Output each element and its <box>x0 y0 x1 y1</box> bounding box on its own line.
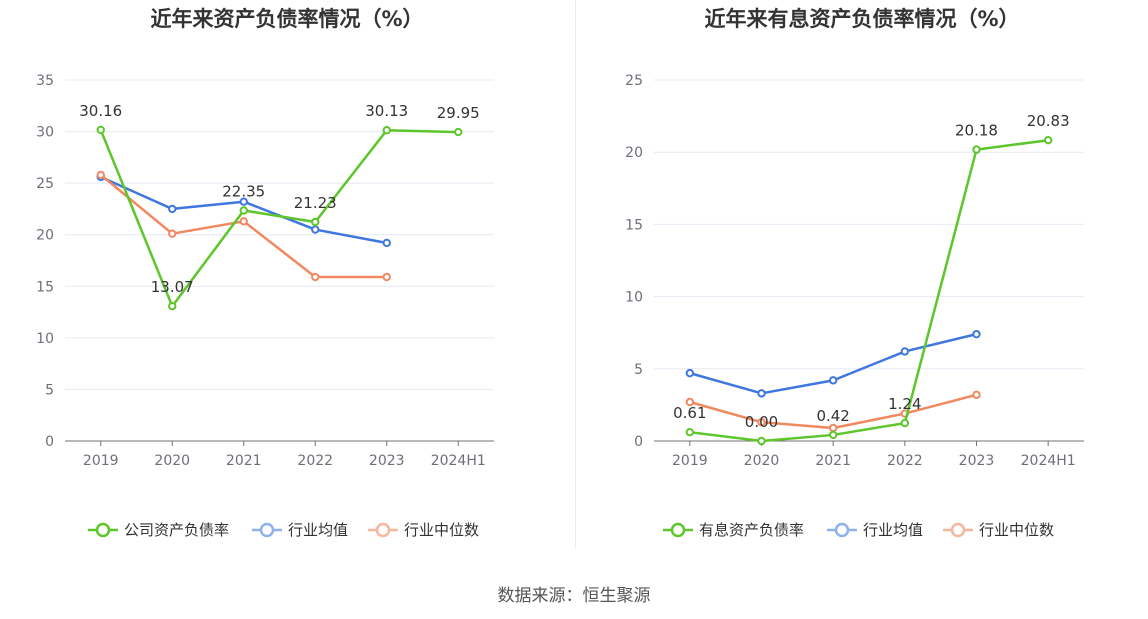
y-tick-label: 35 <box>36 73 54 89</box>
y-tick-label: 10 <box>36 331 54 347</box>
x-tick-label: 2024H1 <box>1021 453 1076 469</box>
x-tick-label: 2024H1 <box>431 453 486 469</box>
y-tick-label: 20 <box>36 228 54 244</box>
x-tick-label: 2021 <box>226 453 262 469</box>
data-point <box>828 376 838 385</box>
legend-marker-icon <box>375 522 391 538</box>
y-tick-label: 5 <box>45 382 54 398</box>
legend-marker-icon <box>834 522 850 538</box>
series-line <box>99 128 459 308</box>
x-tick-label: 2020 <box>154 453 190 469</box>
data-point <box>239 197 248 206</box>
x-tick-label: 2019 <box>83 453 119 469</box>
data-label: 30.13 <box>365 102 408 120</box>
data-point <box>757 389 766 398</box>
legend-marker-icon <box>95 522 111 538</box>
data-point <box>828 430 838 440</box>
data-point <box>828 423 838 433</box>
x-tick-label: 2022 <box>297 453 333 469</box>
legend-marker-icon <box>950 522 966 538</box>
series-line <box>689 138 1049 443</box>
data-label: 20.83 <box>1027 112 1070 130</box>
y-tick-label: 10 <box>625 290 643 306</box>
data-point <box>168 204 177 214</box>
data-label: 29.95 <box>437 104 480 122</box>
asset-liability-chart: 近年来资产负债率情况（%） 0 5 10 15 20 25 30 35 2019 2020 2021 2… <box>0 0 574 560</box>
x-tick-label: 2022 <box>887 453 923 469</box>
data-point <box>96 170 105 180</box>
legend-label: 行业均值 <box>288 521 348 539</box>
data-point <box>454 127 463 137</box>
y-tick-label: 0 <box>634 434 643 450</box>
legend-label: 行业中位数 <box>404 521 479 539</box>
x-tick-label: 2021 <box>815 453 851 469</box>
y-tick-label: 25 <box>36 176 54 192</box>
data-point <box>685 427 695 437</box>
data-point <box>685 397 695 407</box>
data-point <box>757 418 766 427</box>
data-label: 30.16 <box>79 102 122 120</box>
data-point <box>168 229 177 238</box>
legend-item[interactable]: 公司资产负债率 <box>88 521 229 539</box>
legend-item[interactable]: 有息资产负债率 <box>663 521 804 539</box>
data-label: 0.42 <box>816 407 849 425</box>
legend-label: 公司资产负债率 <box>124 521 229 539</box>
chart-title: 近年来资产负债率情况（%） <box>150 7 423 31</box>
interest-bearing-liability-chart: 近年来有息资产负债率情况（%） 0 5 10 15 20 25 2019 2020 2021 202… <box>576 0 1148 560</box>
data-point <box>168 301 177 311</box>
x-tick-label: 2020 <box>744 453 780 469</box>
data-label: 22.35 <box>222 182 265 200</box>
data-label: 1.24 <box>888 395 921 413</box>
data-point <box>382 126 391 135</box>
legend-label: 有息资产负债率 <box>699 521 804 539</box>
y-tick-label: 15 <box>36 279 54 295</box>
y-tick-label: 25 <box>625 73 643 89</box>
data-point <box>972 390 981 399</box>
y-tick-label: 0 <box>45 434 54 450</box>
y-tick-label: 20 <box>625 145 643 161</box>
x-tick-label: 2023 <box>369 453 405 469</box>
x-tick-label: 2023 <box>959 453 995 469</box>
data-label: 21.23 <box>294 194 337 212</box>
legend-marker-icon <box>259 522 275 538</box>
data-point <box>757 436 766 446</box>
legend-marker-icon <box>670 522 686 538</box>
legend-item[interactable]: 行业中位数 <box>943 521 1054 539</box>
y-tick-label: 30 <box>36 125 54 141</box>
data-label: 13.07 <box>151 278 194 296</box>
data-label: 20.18 <box>955 122 998 140</box>
y-tick-label: 15 <box>625 217 643 233</box>
data-source-note: 数据来源：恒生聚源 <box>497 586 651 606</box>
data-point <box>1043 136 1053 145</box>
legend-label: 行业中位数 <box>979 521 1054 539</box>
legend-item[interactable]: 行业均值 <box>827 521 923 539</box>
data-point <box>382 272 391 282</box>
legend-item[interactable]: 行业中位数 <box>368 521 479 539</box>
data-point <box>239 217 248 226</box>
data-point <box>311 272 320 282</box>
data-point <box>382 238 391 248</box>
data-label: 0.00 <box>745 413 778 431</box>
legend-label: 行业均值 <box>863 521 923 539</box>
data-point <box>311 217 320 227</box>
panel-divider <box>575 0 576 548</box>
legend-item[interactable]: 行业均值 <box>252 521 348 539</box>
x-tick-label: 2019 <box>672 453 708 469</box>
data-point <box>239 206 248 215</box>
data-point <box>96 125 105 135</box>
data-point <box>685 368 695 378</box>
data-point <box>900 418 910 428</box>
data-label: 0.61 <box>673 404 706 422</box>
asset-liability-chart-svg: 近年来资产负债率情况（%） 0 5 10 15 20 25 30 35 2019 2020 2021 2… <box>36 7 494 539</box>
y-tick-label: 5 <box>634 362 643 378</box>
chart-title: 近年来有息资产负债率情况（%） <box>704 7 1019 31</box>
interest-bearing-liability-chart-svg: 近年来有息资产负债率情况（%） 0 5 10 15 20 25 2019 2020 2021 202… <box>625 7 1084 539</box>
data-point <box>311 225 320 234</box>
data-point <box>972 329 981 339</box>
data-point <box>972 145 981 154</box>
data-point <box>900 347 910 356</box>
